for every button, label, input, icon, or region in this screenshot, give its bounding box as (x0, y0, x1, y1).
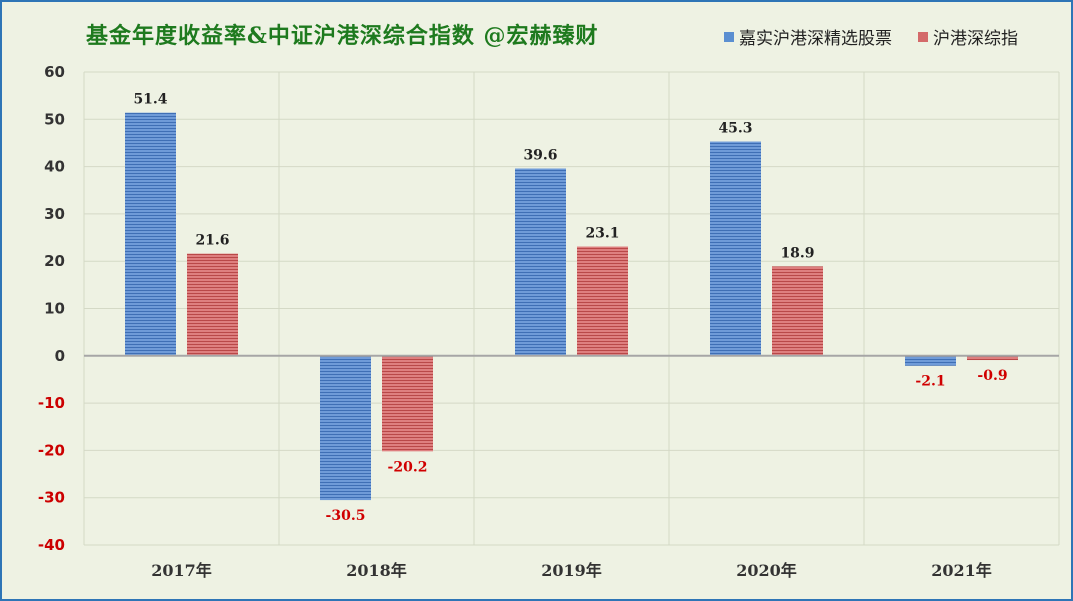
bar-series-1 (905, 355, 956, 366)
y-tick-label: 0 (55, 347, 65, 365)
x-category-label: 2017年 (151, 561, 212, 580)
data-label-series-2: -0.9 (977, 368, 1007, 384)
legend-swatch-series-1 (724, 31, 734, 42)
legend: 嘉实沪港深精选股票 沪港深综指 (724, 24, 1018, 49)
data-labels: 51.4 21.6 -30.5 -20.2 39.6 23.1 45.3 18.9 -2.1 -0… (133, 92, 1007, 524)
y-tick-label: -10 (38, 394, 65, 412)
bar-series-1 (710, 141, 761, 356)
bar-series-2 (187, 253, 238, 356)
bar-series-1 (125, 112, 176, 356)
y-axis-ticks: 60 50 40 30 20 10 0 -10 -20 -30 -40 (38, 63, 65, 554)
y-tick-label: -40 (38, 536, 65, 554)
legend-item-series-2: 沪港深综指 (918, 24, 1018, 49)
y-tick-label: -30 (38, 489, 65, 507)
x-category-label: 2021年 (931, 561, 992, 580)
y-tick-label: 60 (44, 63, 65, 81)
x-axis-categories: 2017年 2018年 2019年 2020年 2021年 (151, 561, 992, 580)
data-label-series-1: 45.3 (718, 121, 752, 137)
x-category-label: 2018年 (346, 561, 407, 580)
data-label-series-2: -20.2 (388, 459, 428, 475)
y-tick-label: 40 (44, 158, 65, 176)
y-tick-label: 10 (44, 300, 65, 318)
data-label-series-2: 18.9 (780, 245, 814, 261)
y-tick-label: 50 (44, 110, 65, 128)
x-category-label: 2019年 (541, 561, 602, 580)
legend-swatch-series-2 (918, 31, 928, 42)
bar-series-1 (515, 168, 566, 356)
data-label-series-1: 39.6 (523, 147, 557, 163)
y-tick-label: 20 (44, 252, 65, 270)
data-label-series-1: -30.5 (326, 508, 366, 524)
legend-item-series-1: 嘉实沪港深精选股票 (724, 24, 892, 49)
bar-series-2 (967, 355, 1018, 361)
bars (125, 112, 1018, 501)
data-label-series-1: 51.4 (133, 92, 167, 108)
bar-series-2 (772, 266, 823, 356)
bar-series-2 (577, 246, 628, 356)
legend-label-series-1: 嘉实沪港深精选股票 (739, 29, 892, 49)
bar-series-1 (320, 355, 371, 501)
bar-series-2 (382, 355, 433, 452)
y-tick-label: -20 (38, 441, 65, 459)
data-label-series-2: 21.6 (195, 233, 229, 249)
legend-label-series-2: 沪港深综指 (933, 29, 1018, 49)
data-label-series-2: 23.1 (585, 226, 619, 242)
chart-title: 基金年度收益率&中证沪港深综合指数 @宏赫臻财 (86, 23, 599, 49)
y-tick-label: 30 (44, 205, 65, 223)
data-label-series-1: -2.1 (915, 374, 945, 390)
x-category-label: 2020年 (736, 561, 797, 580)
